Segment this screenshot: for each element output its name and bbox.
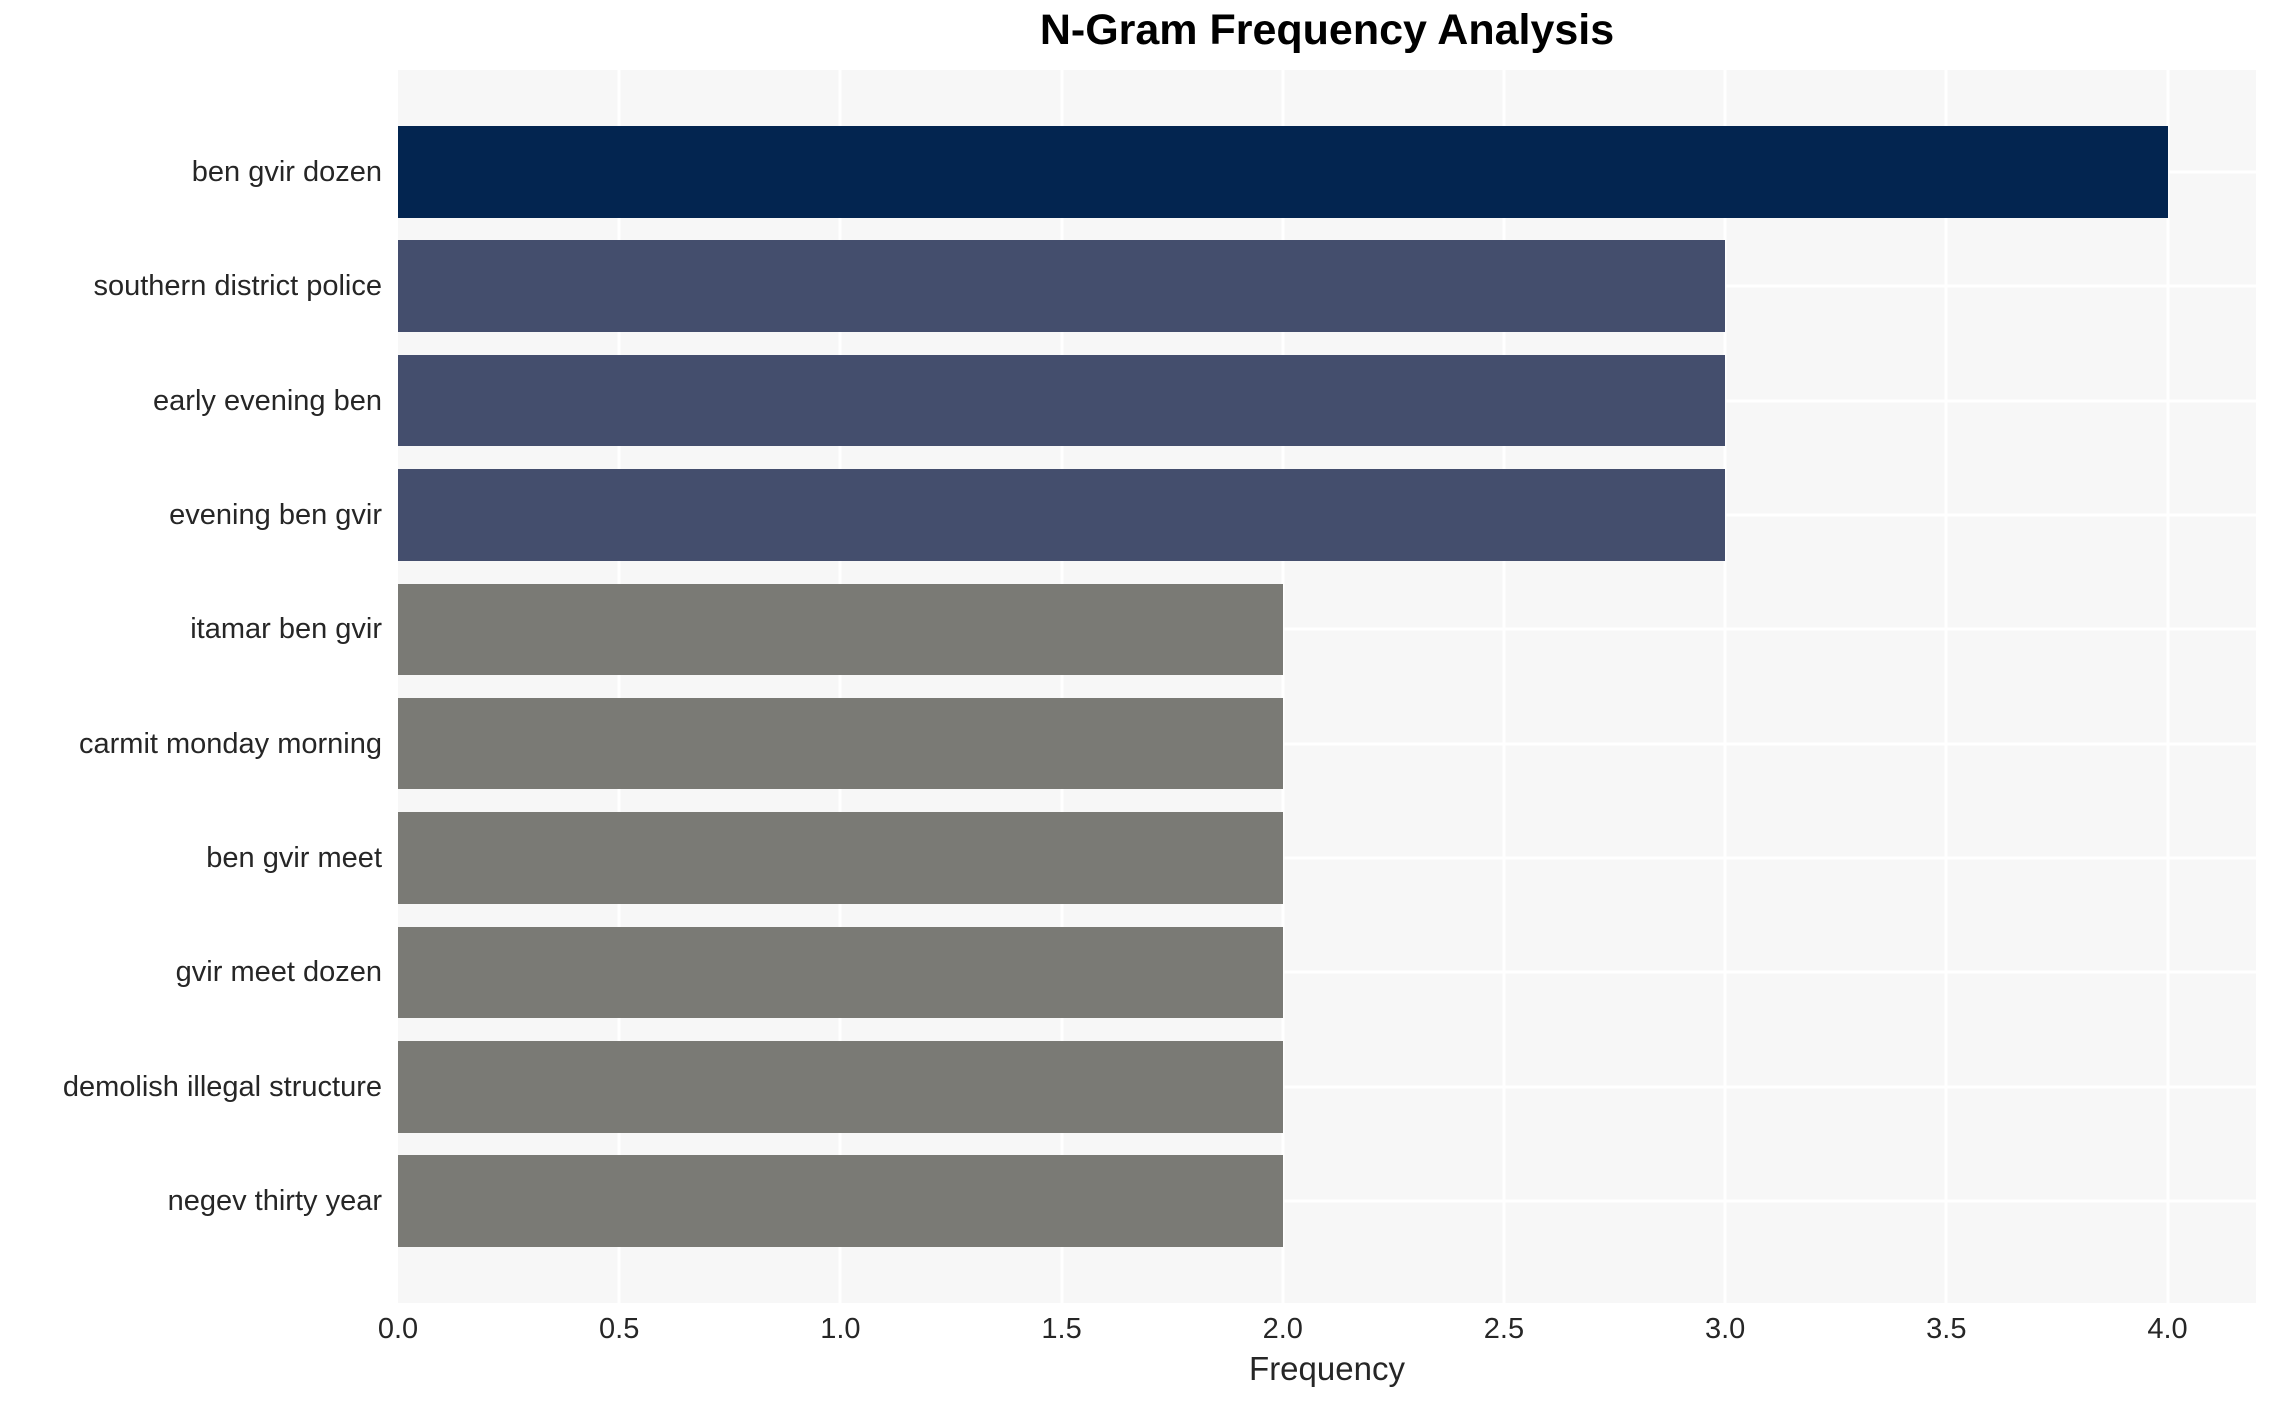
vertical-gridline — [1060, 70, 1064, 1303]
vertical-gridline — [838, 70, 842, 1303]
x-tick-label: 1.0 — [820, 1313, 861, 1345]
bar-southern-district-police — [398, 240, 1726, 332]
bar-negev-thirty-year — [398, 1155, 1283, 1247]
bar-ben-gvir-dozen — [398, 126, 2168, 218]
y-tick-label: evening ben gvir — [169, 498, 382, 531]
horizontal-gridline — [398, 1199, 2256, 1203]
bar-early-evening-ben — [398, 354, 1726, 447]
y-tick-label: ben gvir dozen — [191, 155, 382, 188]
vertical-gridline — [1502, 70, 1506, 1303]
horizontal-gridline — [398, 970, 2256, 974]
x-tick-label: 4.0 — [2147, 1313, 2188, 1345]
horizontal-gridline — [398, 627, 2256, 631]
y-tick-label: negev thirty year — [167, 1185, 382, 1218]
vertical-gridline — [2166, 70, 2170, 1303]
bar-ben-gvir-meet — [398, 812, 1283, 904]
y-tick-label: demolish illegal structure — [62, 1070, 382, 1103]
bar-itamar-ben-gvir — [398, 583, 1283, 676]
bar-carmit-monday-morning — [398, 697, 1283, 790]
x-tick-label: 3.0 — [1704, 1313, 1746, 1345]
bar-evening-ben-gvir — [398, 469, 1726, 561]
y-tick-label: ben gvir meet — [206, 842, 382, 875]
vertical-gridline — [1723, 70, 1727, 1303]
y-tick-label: carmit monday morning — [79, 727, 382, 760]
horizontal-gridline — [398, 742, 2256, 746]
bar-gvir-meet-dozen — [398, 926, 1283, 1019]
x-tick-label: 1.5 — [1041, 1313, 1082, 1345]
y-tick-label: gvir meet dozen — [175, 956, 382, 989]
x-tick-label: 3.5 — [1926, 1313, 1967, 1345]
x-tick-label: 0.0 — [377, 1313, 419, 1345]
vertical-gridline — [617, 70, 621, 1303]
x-axis-label: Frequency — [1249, 1350, 1405, 1387]
x-tick-label: 0.5 — [599, 1313, 640, 1345]
plot-area — [398, 70, 2256, 1303]
y-tick-label: southern district police — [93, 270, 382, 303]
x-tick-label: 2.0 — [1262, 1313, 1303, 1345]
bar-demolish-illegal-structure — [398, 1041, 1283, 1133]
vertical-gridline — [1281, 70, 1285, 1303]
y-tick-label: early evening ben — [153, 384, 382, 417]
y-tick-label: itamar ben gvir — [190, 613, 382, 646]
vertical-gridline — [1944, 70, 1948, 1303]
horizontal-gridline — [398, 856, 2256, 860]
chart-title: N-Gram Frequency Analysis — [1039, 6, 1615, 54]
x-tick-label: 2.5 — [1483, 1313, 1525, 1345]
horizontal-gridline — [398, 1085, 2256, 1089]
